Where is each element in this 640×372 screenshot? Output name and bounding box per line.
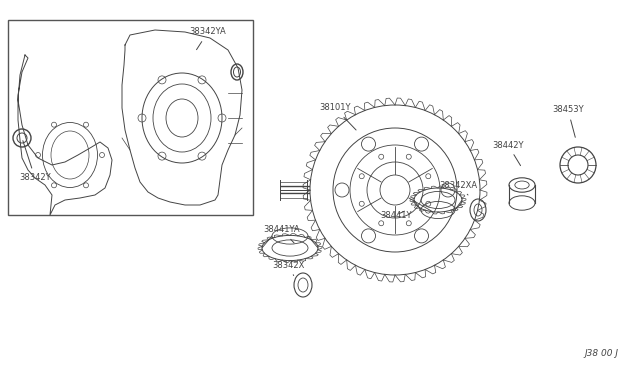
Text: 38441YA: 38441YA bbox=[264, 225, 300, 243]
Text: 38342YA: 38342YA bbox=[189, 28, 227, 50]
Text: 38342Y: 38342Y bbox=[19, 141, 51, 183]
Text: 38342X: 38342X bbox=[272, 260, 304, 276]
Bar bbox=[8, 20, 253, 215]
Text: 38442Y: 38442Y bbox=[492, 141, 524, 166]
Text: 38101Y: 38101Y bbox=[319, 103, 356, 130]
Text: 38441Y: 38441Y bbox=[380, 211, 412, 219]
Text: 38453Y: 38453Y bbox=[552, 106, 584, 137]
Text: 38342XA: 38342XA bbox=[439, 180, 477, 195]
Text: J38 00 J: J38 00 J bbox=[584, 349, 618, 358]
